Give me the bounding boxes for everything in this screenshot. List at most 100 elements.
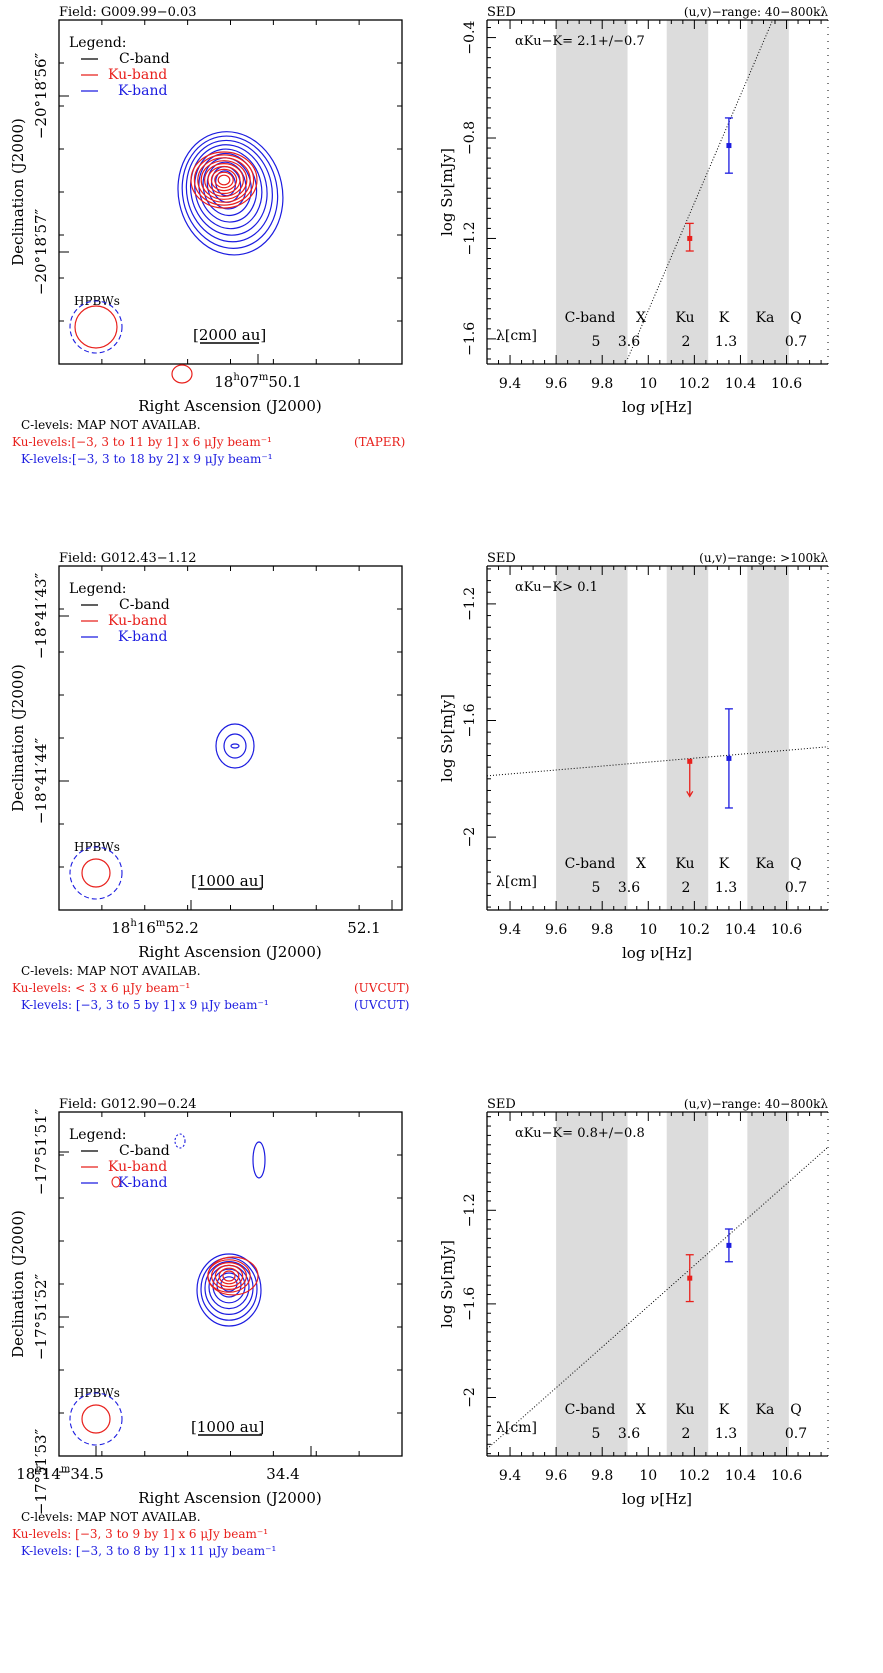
band-label: K	[719, 856, 730, 872]
band-shade	[747, 20, 789, 364]
contour-levels: C-levels: MAP NOT AVAILAB. Ku-levels: [−3…	[12, 1510, 276, 1558]
x-tick-label: 10	[639, 376, 657, 392]
contours	[111, 1133, 266, 1327]
ra-tick-part: 34.5	[70, 1465, 103, 1483]
ku-band-contour	[218, 1267, 240, 1285]
ra-tick-seconds: 50.1	[268, 373, 301, 391]
sed-chart: 9.4 9.6 9.8 10 10.2 10.4 10.6 −2 −1.6 −1.2 αKu−K= …	[462, 1111, 829, 1484]
scale-bar-label: [1000 au]	[191, 1418, 264, 1436]
ra-tick-label: 34.4	[266, 1465, 299, 1483]
k-levels-text: K-levels: [−3, 3 to 5 by 1] x 9 μJy beam…	[21, 998, 269, 1012]
wavelength-label: 5	[592, 880, 601, 896]
field-title: Field: G012.43−1.12	[59, 551, 197, 566]
band-label: Q	[790, 1402, 801, 1418]
ku-band-contour	[190, 151, 258, 209]
ku-band-contour	[171, 364, 193, 384]
legend-c-band-label: C-band	[119, 1143, 170, 1159]
x-tick-label: 10.4	[725, 376, 756, 392]
legend-title: Legend:	[69, 35, 127, 51]
ku-band-point	[685, 222, 694, 252]
sed-y-axis-label: log Sν[mJy]	[438, 694, 456, 782]
ku-band-contour	[200, 160, 248, 200]
x-tick-label: 9.4	[499, 922, 521, 938]
k-levels-text: K-levels:[−3, 3 to 18 by 2] x 9 μJy beam…	[21, 452, 273, 466]
sed-title: SED	[487, 551, 516, 566]
ra-axis-label: Right Ascension (J2000)	[138, 943, 321, 961]
x-tick-label: 9.8	[591, 922, 613, 938]
ku-band-contour	[222, 1270, 236, 1282]
wavelength-label: 0.7	[785, 880, 807, 896]
ku-band-contour	[204, 163, 245, 198]
sed-chart: 9.4 9.6 9.8 10 10.2 10.4 10.6 −2 −1.6 −1.2 αKu−K> …	[462, 565, 829, 938]
x-tick-label: 10.6	[771, 1468, 802, 1484]
band-shade	[747, 1112, 789, 1456]
wavelength-label: 2	[682, 334, 691, 350]
wavelength-label: 1.3	[715, 880, 737, 896]
ku-band-contour	[111, 1176, 121, 1188]
ra-tick-part: 14	[42, 1465, 61, 1483]
legend-k-band-label: K-band	[118, 1175, 167, 1191]
band-label: Q	[790, 310, 801, 326]
ra-tick-part: h	[130, 918, 137, 929]
ra-tick-label: 18h07m50.1	[214, 372, 302, 391]
ra-tick-label: 18h14m34.5	[16, 1464, 104, 1483]
x-tick-label: 9.8	[591, 1468, 613, 1484]
dec-axis-label: Declination (J2000)	[9, 1210, 27, 1358]
ra-tick-part: 18	[16, 1465, 35, 1483]
ku-band-contour	[197, 157, 251, 203]
x-tick-label: 10.2	[679, 922, 710, 938]
ku-levels-text: Ku-levels:[−3, 3 to 11 by 1] x 6 μJy bea…	[12, 435, 272, 449]
scale-bar-label: [1000 au]	[191, 872, 264, 890]
x-tick-label: 10	[639, 922, 657, 938]
hpbw-k-beam	[69, 300, 123, 354]
c-levels-text: C-levels: MAP NOT AVAILAB.	[21, 1510, 201, 1524]
x-tick-label: 10.4	[725, 1468, 756, 1484]
ku-band-contour	[207, 1259, 251, 1293]
x-tick-label: 9.6	[545, 376, 567, 392]
wavelength-label: 3.6	[618, 880, 640, 896]
band-label: C-band	[565, 1402, 616, 1418]
field-title: Field: G009.99−0.03	[59, 5, 197, 20]
wavelength-label: 2	[682, 880, 691, 896]
ra-tick-m: m	[259, 372, 269, 383]
k-band-contour	[185, 139, 273, 243]
band-label: K	[719, 1402, 730, 1418]
band-label: X	[636, 1402, 646, 1418]
dec-tick-label: −20°18′56″	[32, 52, 50, 139]
ku-band-contour	[217, 174, 231, 186]
ra-tick-h: h	[233, 372, 240, 383]
k-band-contour	[252, 1141, 266, 1179]
band-shade	[666, 20, 709, 364]
uv-range-label: (u,v)−range: 40−800kλ	[684, 1097, 829, 1111]
x-tick-label: 9.6	[545, 922, 567, 938]
wavelength-label: 1.3	[715, 334, 737, 350]
k-band-contour	[189, 144, 268, 236]
x-tick-label: 9.4	[499, 1468, 521, 1484]
x-tick-label: 10.2	[679, 1468, 710, 1484]
wavelength-label: 1.3	[715, 1426, 737, 1442]
wavelength-label: 0.7	[785, 334, 807, 350]
dec-tick-label: −18°41′43″	[32, 572, 50, 659]
y-tick-label: −1.6	[462, 703, 478, 737]
legend-ku-band-label: Ku-band	[108, 613, 167, 629]
wavelength-label: 0.7	[785, 1426, 807, 1442]
field-title: Field: G012.90−0.24	[59, 1097, 197, 1112]
ku-band-point	[685, 1254, 694, 1303]
wavelength-label: 3.6	[618, 334, 640, 350]
contours	[215, 723, 255, 769]
data-marker	[726, 1242, 732, 1248]
ku-levels-text: Ku-levels: [−3, 3 to 9 by 1] x 6 μJy bea…	[12, 1527, 268, 1541]
contour-levels: C-levels: MAP NOT AVAILAB. Ku-levels:[−3,…	[12, 418, 405, 466]
ra-axis-label: Right Ascension (J2000)	[138, 397, 321, 415]
ra-tick-part: m	[61, 1464, 71, 1475]
fit-line	[486, 1146, 829, 1450]
ra-tick-part: 52.2	[165, 919, 198, 937]
y-tick-label: −1.2	[462, 1193, 478, 1227]
spectral-index-label: αKu−K> 0.1	[515, 580, 598, 595]
x-tick-label: 10.6	[771, 922, 802, 938]
